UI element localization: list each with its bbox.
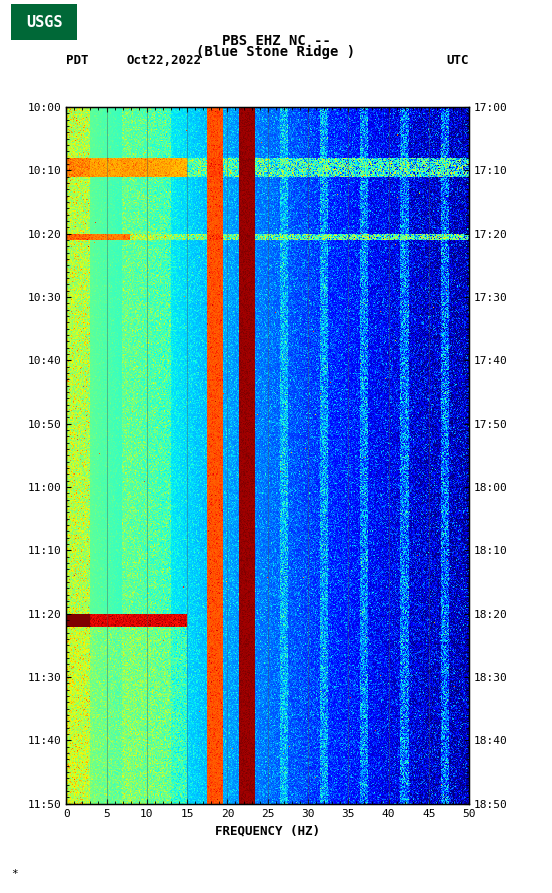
Text: *: * — [11, 869, 18, 879]
X-axis label: FREQUENCY (HZ): FREQUENCY (HZ) — [215, 824, 320, 837]
Text: Oct22,2022: Oct22,2022 — [127, 54, 202, 68]
Text: PBS EHZ NC --: PBS EHZ NC -- — [221, 34, 331, 48]
Text: PDT: PDT — [66, 54, 89, 68]
Text: UTC: UTC — [447, 54, 469, 68]
Text: USGS: USGS — [26, 15, 62, 29]
Text: (Blue Stone Ridge ): (Blue Stone Ridge ) — [197, 45, 355, 59]
